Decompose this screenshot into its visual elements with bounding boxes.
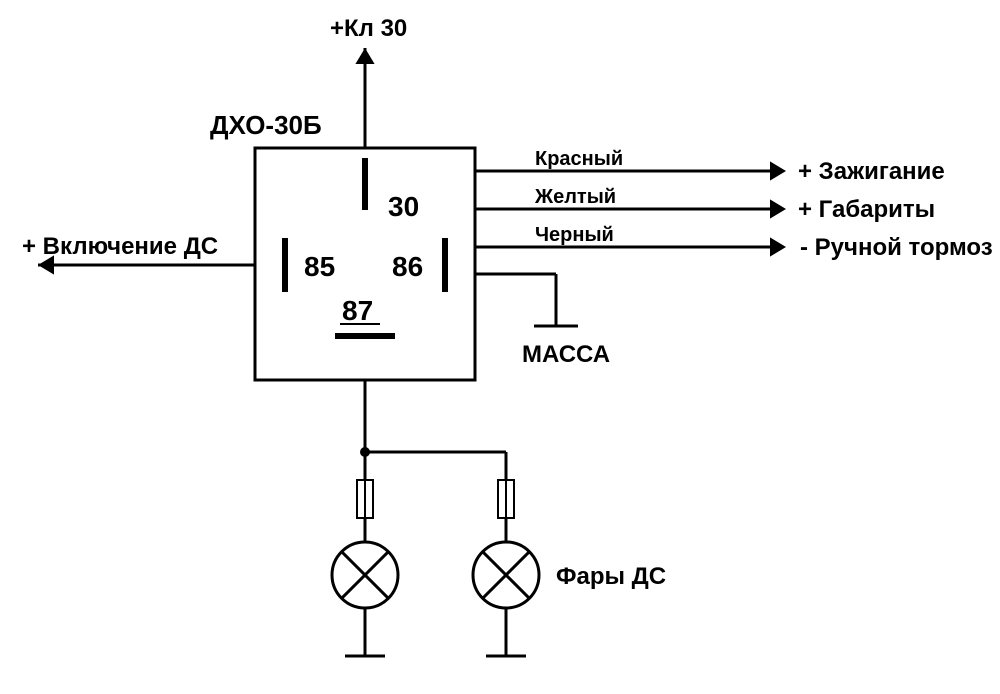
lamp-label: Фары ДС <box>556 563 666 590</box>
wire-dest-0: + Зажигание <box>798 158 945 185</box>
wire-dest-1: + Габариты <box>798 196 935 223</box>
wire-dest-2: - Ручной тормоз <box>800 234 993 261</box>
left-label: + Включение ДС <box>22 233 218 260</box>
ground-label: МАССА <box>522 341 610 368</box>
relay-title: ДХО-30Б <box>210 110 322 140</box>
pin-85-label: 85 <box>304 251 335 282</box>
polygon-element <box>355 48 374 64</box>
polygon-element <box>770 199 786 218</box>
wire-color-1: Желтый <box>534 186 616 208</box>
pin-30-label: 30 <box>388 191 419 222</box>
polygon-element <box>770 237 786 256</box>
pin-86-label: 86 <box>392 251 423 282</box>
polygon-element <box>770 161 786 180</box>
pin-87-label: 87 <box>342 295 373 326</box>
top-label: +Кл 30 <box>330 15 407 42</box>
wire-color-2: Черный <box>535 224 614 246</box>
wire-color-0: Красный <box>535 148 623 170</box>
